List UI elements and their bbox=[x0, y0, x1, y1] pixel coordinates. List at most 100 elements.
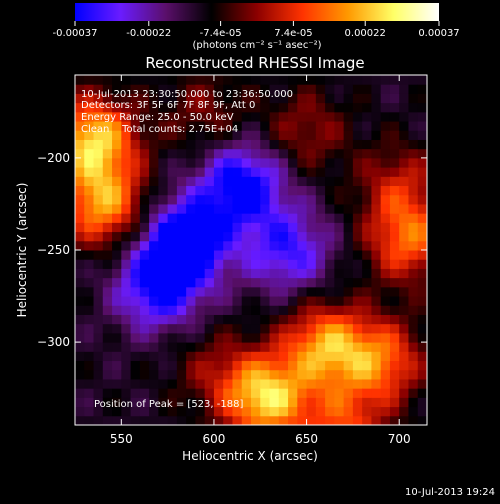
heatmap-cell bbox=[251, 296, 261, 306]
heatmap-cell bbox=[102, 167, 113, 177]
annotation-detectors: Detectors: 3F 5F 6F 7F 8F 9F, Att 0 bbox=[81, 100, 255, 111]
heatmap-cell bbox=[223, 157, 233, 168]
heatmap-cell bbox=[75, 360, 85, 371]
heatmap-cell bbox=[380, 259, 391, 269]
heatmap-cell bbox=[288, 231, 298, 242]
heatmap-cell bbox=[176, 240, 187, 251]
heatmap-cell bbox=[75, 268, 85, 279]
heatmap-cell bbox=[213, 388, 224, 398]
heatmap-cell bbox=[399, 342, 409, 352]
heatmap-cell bbox=[408, 305, 419, 315]
heatmap-cell bbox=[371, 139, 382, 150]
heatmap-cell bbox=[371, 111, 382, 122]
heatmap-cell bbox=[371, 323, 382, 334]
heatmap-cell bbox=[223, 378, 233, 389]
heatmap-cell bbox=[278, 388, 289, 398]
heatmap-cell bbox=[297, 102, 308, 113]
heatmap-cell bbox=[75, 342, 85, 352]
heatmap-cell bbox=[112, 157, 122, 168]
heatmap-cell bbox=[352, 259, 363, 269]
heatmap-cell bbox=[130, 250, 141, 260]
heatmap-cell bbox=[362, 332, 372, 343]
heatmap-cell bbox=[399, 259, 409, 269]
heatmap-cell bbox=[269, 415, 280, 425]
heatmap-cell bbox=[362, 415, 372, 425]
heatmap-cell bbox=[297, 351, 308, 362]
heatmap-cell bbox=[241, 130, 252, 140]
heatmap-cell bbox=[75, 222, 85, 233]
heatmap-cell bbox=[380, 369, 391, 380]
heatmap-cell bbox=[334, 296, 345, 306]
heatmap-cell bbox=[112, 84, 122, 94]
heatmap-cell bbox=[306, 167, 317, 177]
heatmap-cell bbox=[130, 157, 141, 168]
heatmap-cell bbox=[75, 185, 85, 196]
heatmap-cell bbox=[232, 250, 243, 260]
heatmap-cell bbox=[260, 286, 271, 297]
heatmap-cell bbox=[334, 360, 345, 371]
heatmap-cell bbox=[325, 415, 335, 425]
heatmap-cell bbox=[251, 194, 261, 205]
heatmap-cell bbox=[325, 268, 335, 279]
heatmap-cell bbox=[112, 194, 122, 205]
heatmap-cell bbox=[176, 397, 187, 408]
heatmap-cell bbox=[158, 203, 169, 214]
heatmap-cell bbox=[213, 369, 224, 380]
heatmap-cell bbox=[251, 342, 261, 352]
heatmap-cell bbox=[112, 342, 122, 352]
heatmap-cell bbox=[389, 369, 400, 380]
heatmap-cell bbox=[158, 415, 169, 425]
heatmap-cell bbox=[288, 194, 298, 205]
heatmap-cell bbox=[352, 222, 363, 233]
heatmap-cell bbox=[186, 148, 196, 159]
heatmap-cell bbox=[297, 378, 308, 389]
heatmap-cell bbox=[130, 286, 141, 297]
heatmap-cell bbox=[362, 240, 372, 251]
heatmap-cell bbox=[93, 360, 104, 371]
heatmap-cell bbox=[223, 351, 233, 362]
heatmap-cell bbox=[121, 111, 132, 122]
heatmap-cell bbox=[408, 332, 419, 343]
annotations: 10-Jul-2013 23:30:50.000 to 23:36:50.000… bbox=[81, 89, 293, 410]
heatmap-cell bbox=[343, 93, 354, 104]
heatmap-cell bbox=[186, 296, 196, 306]
heatmap-cell bbox=[213, 277, 224, 288]
heatmap-cell bbox=[84, 268, 95, 279]
heatmap-cell bbox=[213, 351, 224, 362]
heatmap-cell bbox=[204, 240, 215, 251]
heatmap-cell bbox=[343, 332, 354, 343]
heatmap-cell bbox=[380, 351, 391, 362]
heatmap-cell bbox=[112, 75, 122, 85]
heatmap-cell bbox=[334, 139, 345, 150]
heatmap-cell bbox=[408, 203, 419, 214]
heatmap-cell bbox=[399, 369, 409, 380]
heatmap-cell bbox=[417, 397, 427, 408]
heatmap-cell bbox=[241, 268, 252, 279]
heatmap-cell bbox=[158, 378, 169, 389]
heatmap-cell bbox=[232, 84, 243, 94]
heatmap-cell bbox=[288, 121, 298, 131]
heatmap-cell bbox=[84, 111, 95, 122]
heatmap-cell bbox=[195, 378, 206, 389]
heatmap-cell bbox=[269, 342, 280, 352]
heatmap-cell bbox=[389, 286, 400, 297]
heatmap-cell bbox=[195, 203, 206, 214]
heatmap-cell bbox=[260, 323, 271, 334]
heatmap-cell bbox=[121, 360, 132, 371]
heatmap-cell bbox=[260, 369, 271, 380]
heatmap-cell bbox=[158, 148, 169, 159]
heatmap-cell bbox=[315, 250, 326, 260]
heatmap-cell bbox=[121, 130, 132, 140]
heatmap-cell bbox=[399, 231, 409, 242]
heatmap-cell bbox=[288, 369, 298, 380]
heatmap-cell bbox=[325, 323, 335, 334]
heatmap-cell bbox=[223, 250, 233, 260]
heatmap-cell bbox=[158, 111, 169, 122]
heatmap-cell bbox=[325, 157, 335, 168]
heatmap-cell bbox=[417, 121, 427, 131]
heatmap-cell bbox=[251, 277, 261, 288]
heatmap-cell bbox=[260, 277, 271, 288]
heatmap-cell bbox=[186, 231, 196, 242]
heatmap-cell bbox=[195, 84, 206, 94]
heatmap-cell bbox=[371, 121, 382, 131]
